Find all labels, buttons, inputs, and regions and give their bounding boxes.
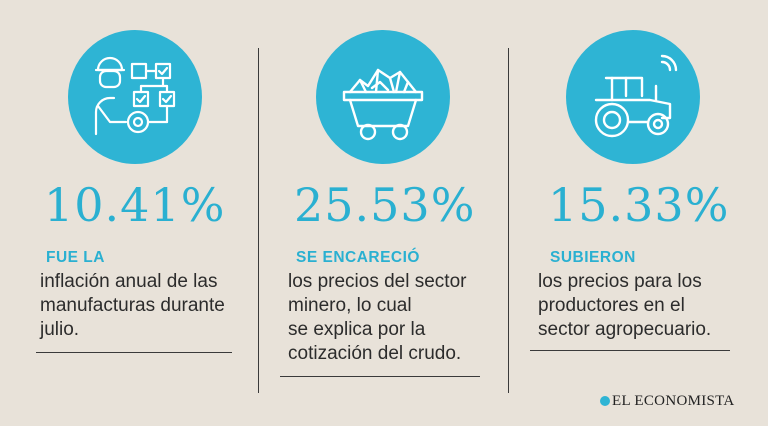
- stat-value: 10.41%: [44, 178, 226, 232]
- tractor-icon: [566, 30, 700, 164]
- mine-cart-icon: [316, 30, 450, 164]
- underline: [280, 376, 480, 377]
- stat-description-line: se explica por la: [288, 319, 426, 340]
- stat-heading: SUBIERON: [550, 249, 636, 266]
- underline: [36, 352, 232, 353]
- column-divider: [508, 48, 509, 393]
- stat-description-line: julio.: [40, 319, 80, 340]
- brand-name: EL ECONOMISTA: [612, 393, 735, 409]
- stat-heading: FUE LA: [46, 249, 105, 266]
- stat-description-line: minero, lo cual: [288, 295, 412, 316]
- stat-description-line: sector agropecuario.: [538, 319, 712, 340]
- underline: [530, 350, 730, 351]
- stat-manufacturing: 10.41% FUE LA inflación anual de las man…: [0, 0, 258, 426]
- stat-agriculture: 15.33% SUBIERON los precios para los pro…: [508, 0, 768, 426]
- stat-value: 15.33%: [548, 178, 730, 232]
- stat-description: los precios del sector minero, lo cual s…: [288, 270, 466, 366]
- stat-description-line: manufacturas durante: [40, 295, 225, 316]
- stat-description-line: los precios para los: [538, 271, 702, 292]
- stat-description-line: productores en el: [538, 295, 685, 316]
- worker-workflow-icon: [68, 30, 202, 164]
- column-divider: [258, 48, 259, 393]
- stat-description-line: cotización del crudo.: [288, 343, 462, 364]
- stat-value: 25.53%: [294, 178, 476, 232]
- stat-heading: SE ENCARECIÓ: [296, 249, 420, 266]
- stat-description: los precios para los productores en el s…: [538, 270, 711, 342]
- stat-mining: 25.53% SE ENCARECIÓ los precios del sect…: [258, 0, 508, 426]
- brand-dot-icon: [600, 396, 610, 406]
- stat-description: inflación anual de las manufacturas dura…: [40, 270, 225, 342]
- stat-description-line: los precios del sector: [288, 271, 467, 292]
- stat-description-line: inflación anual de las: [40, 271, 218, 292]
- brand-logo: EL ECONOMISTA: [600, 393, 735, 410]
